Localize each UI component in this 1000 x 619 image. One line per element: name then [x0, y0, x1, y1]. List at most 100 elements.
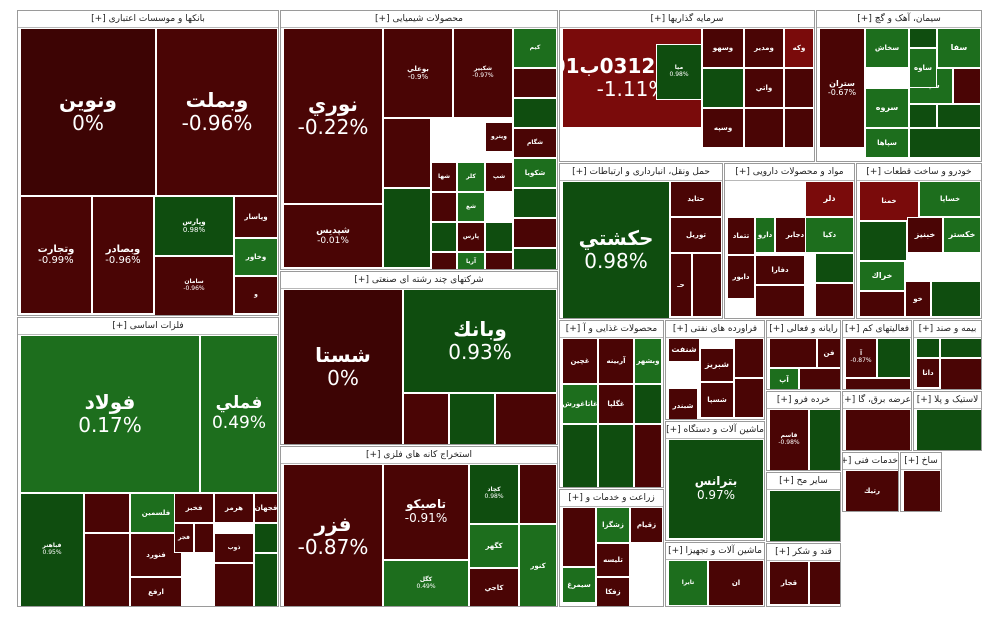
stock-tile[interactable]: آ -0.87%	[845, 338, 877, 378]
minor-stock-tile[interactable]	[784, 108, 814, 148]
stock-tile[interactable]: غاتاغورش	[562, 384, 598, 424]
sector-0[interactable]: بانکها و موسسات اعتباری [+] ونوین 0% وبملت -…	[17, 10, 279, 316]
stock-tile[interactable]: كاجي	[469, 568, 519, 606]
sector-title[interactable]: ماشین آلات و تجهیزا [+]	[666, 543, 764, 560]
stock-tile[interactable]: دابور	[727, 255, 755, 299]
stock-tile[interactable]: تليسه	[596, 543, 630, 577]
minor-stock-tile[interactable]	[403, 393, 449, 444]
stock-tile[interactable]: دلر	[805, 181, 854, 217]
minor-stock-tile[interactable]	[769, 338, 817, 368]
stock-tile[interactable]: سخاش	[865, 28, 909, 68]
stock-tile[interactable]: 01سك ه0312ب-1.11%	[562, 28, 702, 128]
sector-2[interactable]: سرمایه گذاریها [+]01سك ه0312ب-1.11% وسهو و…	[559, 10, 815, 162]
stock-tile[interactable]: دارو	[755, 217, 775, 253]
sector-24[interactable]: ساخ [+]	[900, 452, 942, 512]
sector-title[interactable]: سیمان، آهک و گچ [+]	[817, 11, 981, 28]
stock-tile[interactable]: وبصادر -0.96%	[92, 196, 154, 314]
stock-tile[interactable]: دكيا	[805, 217, 854, 253]
stock-tile[interactable]: شنفت	[668, 338, 700, 362]
sector-13[interactable]: فعالیتهای کم [+] آ -0.87%	[842, 320, 912, 390]
stock-tile[interactable]: سفا	[937, 28, 981, 68]
stock-tile[interactable]: كگهر	[469, 524, 519, 568]
sector-4[interactable]: فلزات اساسی [+] فولاد 0.17% فملي 0.49% فباهنر…	[17, 317, 279, 607]
minor-stock-tile[interactable]	[513, 98, 557, 128]
stock-tile[interactable]: خكستر	[943, 217, 981, 253]
stock-tile[interactable]: كگل 0.49%	[383, 560, 469, 606]
sector-10[interactable]: محصولات غذایی و آ [+] غچين آربينه وبشهر غگلپ…	[559, 320, 664, 488]
sector-title[interactable]: فعالیتهای کم [+]	[843, 321, 911, 338]
minor-stock-tile[interactable]	[254, 553, 278, 606]
stock-tile[interactable]: دانا	[916, 358, 940, 388]
stock-tile[interactable]: قاسم -0.98%	[769, 409, 809, 470]
stock-tile[interactable]: كچاد 0.98%	[469, 464, 519, 524]
minor-stock-tile[interactable]	[431, 192, 457, 222]
stock-tile[interactable]: وبشهر	[634, 338, 662, 384]
minor-stock-tile[interactable]	[383, 118, 431, 188]
sector-title[interactable]: مواد و محصولات دارویی [+]	[725, 164, 854, 181]
minor-stock-tile[interactable]	[254, 523, 278, 553]
stock-tile[interactable]: وبانك 0.93%	[403, 289, 557, 393]
sector-12[interactable]: رایانه و فعالی [+] فن آپ	[766, 320, 841, 390]
stock-tile[interactable]: فلسمين	[130, 493, 182, 533]
stock-tile[interactable]: خمنا	[859, 181, 919, 221]
stock-tile[interactable]: شپديس -0.01%	[283, 204, 383, 268]
stock-tile[interactable]: ارفع	[130, 577, 182, 606]
sector-3[interactable]: سیمان، آهک و گچ [+]ستران-0.67%سخاشسفاسيت…	[816, 10, 982, 162]
sector-title[interactable]: بیمه و صند [+]	[914, 321, 981, 338]
stock-tile[interactable]: وخاور	[234, 238, 278, 276]
minor-stock-tile[interactable]	[909, 28, 937, 48]
minor-stock-tile[interactable]	[431, 222, 457, 252]
sector-title[interactable]: خدمات فنی [+]	[843, 453, 898, 470]
minor-stock-tile[interactable]	[809, 409, 840, 470]
sector-title[interactable]: شرکتهای چند رشته ای صنعتی [+]	[281, 272, 557, 289]
minor-stock-tile[interactable]	[937, 104, 981, 128]
sector-title[interactable]: زراعت و خدمات و [+]	[560, 490, 663, 507]
sector-title[interactable]: ماشین آلات و دستگاه [+]	[666, 422, 764, 439]
stock-tile[interactable]: وسهو	[702, 28, 744, 68]
minor-stock-tile[interactable]	[744, 108, 784, 148]
sector-title[interactable]: عرضه برق، گا [+]	[843, 392, 911, 409]
sector-19[interactable]: لاستیک و پلا [+]	[913, 391, 982, 451]
minor-stock-tile[interactable]	[734, 378, 764, 418]
minor-stock-tile[interactable]	[916, 409, 981, 450]
stock-tile[interactable]: زفكا	[596, 577, 630, 606]
minor-stock-tile[interactable]	[815, 283, 854, 317]
stock-tile[interactable]: پارس	[457, 222, 485, 252]
stock-tile[interactable]: وپارس 0.98%	[154, 196, 234, 256]
sector-11[interactable]: فراورده های نفتی [+] شنفت شبريز شسپا شبندر	[665, 320, 765, 420]
stock-tile[interactable]: آربينه	[598, 338, 634, 384]
minor-stock-tile[interactable]	[909, 104, 937, 128]
minor-stock-tile[interactable]	[702, 68, 744, 108]
stock-tile[interactable]: تايرا	[668, 560, 708, 606]
stock-tile[interactable]: خراك	[859, 261, 905, 291]
sector-title[interactable]: سرمایه گذاریها [+]	[560, 11, 814, 28]
minor-stock-tile[interactable]	[916, 338, 940, 358]
minor-stock-tile[interactable]	[953, 68, 981, 104]
minor-stock-tile[interactable]	[485, 222, 513, 252]
sector-title[interactable]: بانکها و موسسات اعتباری [+]	[18, 11, 278, 28]
stock-tile[interactable]: خو	[905, 281, 931, 317]
minor-stock-tile[interactable]	[859, 291, 905, 317]
stock-tile[interactable]: تتماد	[727, 217, 755, 255]
stock-tile[interactable]: وكه	[784, 28, 814, 68]
minor-stock-tile[interactable]	[769, 490, 840, 541]
minor-stock-tile[interactable]	[692, 253, 722, 317]
minor-stock-tile[interactable]	[859, 221, 907, 261]
sector-title[interactable]: ساخ [+]	[901, 453, 941, 470]
stock-tile[interactable]: كيم	[513, 28, 557, 68]
stock-tile[interactable]: رتيك	[845, 470, 898, 511]
sector-21[interactable]: سایر مح [+]	[766, 472, 841, 542]
sector-15[interactable]: زراعت و خدمات و [+] زقيام زشگزا تليسه سيمرغ ز…	[559, 489, 664, 607]
stock-tile[interactable]: زقيام	[630, 507, 663, 543]
stock-tile[interactable]: نوري -0.22%	[283, 28, 383, 204]
stock-tile[interactable]: واتي	[744, 68, 784, 108]
stock-tile[interactable]: شبريز	[700, 348, 734, 382]
sector-7[interactable]: حمل ونقل، انبارداری و ارتباطات [+] حكشتي 0…	[559, 163, 723, 319]
sector-18[interactable]: عرضه برق، گا [+]	[842, 391, 912, 451]
stock-tile[interactable]: وپاسار	[234, 196, 278, 238]
stock-tile[interactable]: ان	[708, 560, 764, 606]
stock-tile[interactable]: خبنيز	[907, 217, 943, 253]
stock-tile[interactable]: فنورد	[130, 533, 182, 577]
stock-tile[interactable]: ستران -0.67%	[819, 28, 865, 148]
stock-tile[interactable]: ميا 0.98%	[656, 44, 702, 100]
